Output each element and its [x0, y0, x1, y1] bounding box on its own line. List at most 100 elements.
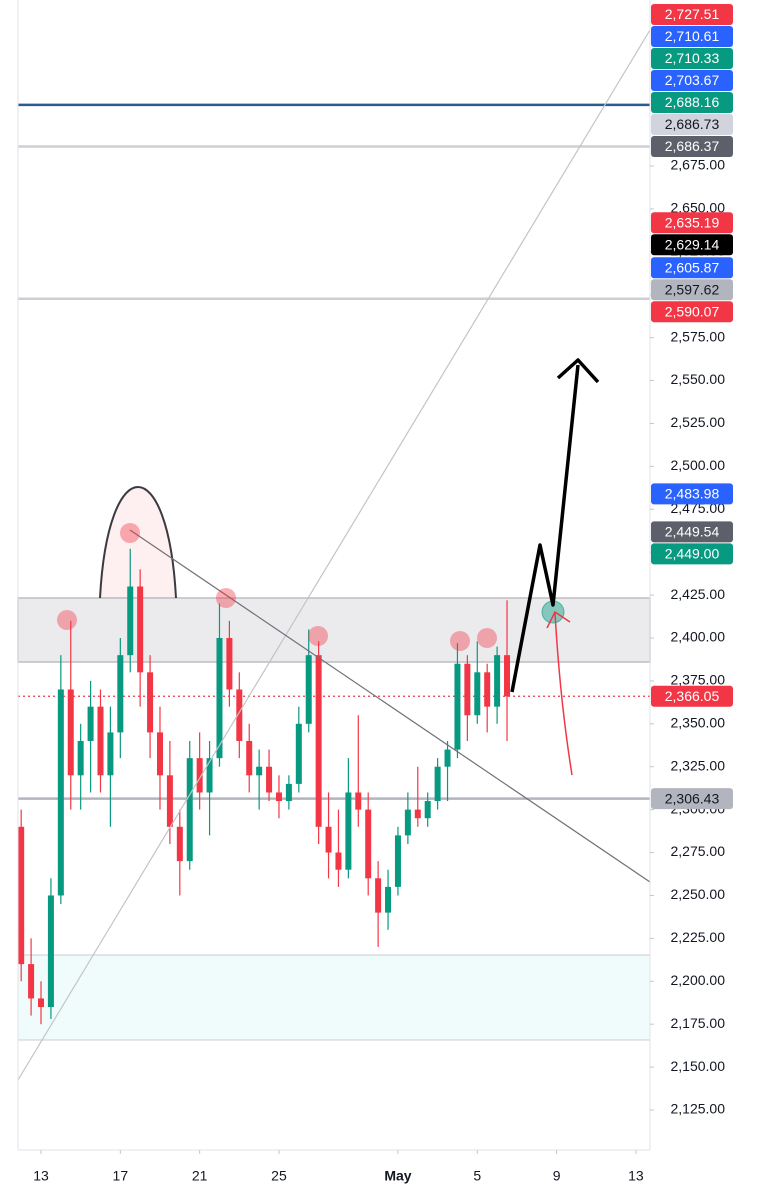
price-tag: [651, 788, 733, 810]
price-tag-label: 2,710.33: [665, 50, 720, 66]
price-tag: [651, 135, 733, 157]
candle-body: [285, 783, 292, 802]
y-tick-label: 2,175.00: [671, 1015, 726, 1031]
peak-marker: [57, 610, 77, 630]
peak-marker: [477, 628, 497, 648]
x-tick-label: 17: [113, 1168, 129, 1184]
y-tick-label: 2,200.00: [671, 972, 726, 988]
drawings-back: [17, 486, 651, 1041]
candle-body: [127, 586, 134, 656]
price-tag: [651, 279, 733, 301]
candle-body: [365, 809, 372, 879]
x-tick-label: 25: [271, 1168, 287, 1184]
price-tag-label: 2,483.98: [665, 486, 720, 502]
candle-body: [375, 878, 382, 913]
y-tick-label: 2,375.00: [671, 672, 726, 688]
candle-body: [67, 689, 74, 776]
y-tick-label: 2,250.00: [671, 886, 726, 902]
candle-body: [256, 766, 263, 776]
peak-marker: [216, 588, 236, 608]
x-tick-label: 13: [33, 1168, 49, 1184]
y-tick-label: 2,425.00: [671, 586, 726, 602]
candle-body: [414, 809, 421, 819]
price-tag-label: 2,686.37: [665, 138, 720, 154]
candle-body: [295, 723, 302, 784]
projection-arrow: [510, 364, 580, 693]
candle-body: [47, 895, 54, 1008]
candle-body: [464, 663, 471, 716]
y-tick-label: 2,125.00: [671, 1101, 726, 1117]
candle-body: [325, 826, 332, 853]
price-tag-label: 2,366.05: [665, 688, 720, 704]
candle-body: [266, 766, 273, 793]
y-tick-label: 2,675.00: [671, 157, 726, 173]
price-tag-label: 2,449.00: [665, 546, 720, 562]
price-tag: [651, 25, 733, 47]
price-tag-label: 2,710.61: [665, 28, 720, 44]
peak-marker: [308, 626, 328, 646]
x-tick-label: May: [384, 1168, 411, 1184]
price-tag: [651, 521, 733, 543]
series: [18, 103, 650, 1025]
candle-body: [246, 740, 253, 776]
candle-body: [38, 998, 45, 1008]
price-tag-label: 2,703.67: [665, 72, 720, 88]
y-tick-label: 2,500.00: [671, 457, 726, 473]
candle-body: [494, 655, 501, 707]
trendline-down: [129, 529, 651, 883]
candle-body: [196, 758, 203, 793]
candle-body: [206, 758, 213, 793]
y-tick-label: 2,575.00: [671, 328, 726, 344]
price-tag: [651, 234, 733, 256]
candle-body: [28, 964, 35, 999]
head-arc: [99, 486, 177, 599]
candle-body: [156, 732, 163, 776]
y-tick-label: 2,275.00: [671, 843, 726, 859]
price-tag: [651, 3, 733, 25]
candle-body: [176, 826, 183, 862]
candle-body: [404, 809, 411, 836]
candle-body: [226, 637, 233, 690]
price-tag: [651, 257, 733, 279]
candle-body: [305, 655, 312, 724]
price-tag-label: 2,686.73: [665, 116, 720, 132]
candle-body: [474, 672, 481, 716]
y-tick-label: 2,550.00: [671, 371, 726, 387]
y-tick-label: 2,325.00: [671, 757, 726, 773]
y-tick-label: 2,350.00: [671, 715, 726, 731]
candle-body: [335, 852, 342, 870]
x-tick-label: 5: [473, 1168, 481, 1184]
drawings-front: [17, 29, 651, 1081]
candle-body: [216, 637, 223, 759]
x-tick-label: 9: [553, 1168, 561, 1184]
price-tag: [651, 69, 733, 91]
price-tag: [651, 212, 733, 234]
candle-body: [236, 689, 243, 741]
candle-body: [87, 706, 94, 741]
price-tag-label: 2,597.62: [665, 281, 720, 297]
y-tick-label: 2,525.00: [671, 414, 726, 430]
candle-body: [18, 826, 25, 965]
y-tick-label: 2,650.00: [671, 200, 726, 216]
candle-body: [444, 749, 451, 767]
candle-body: [186, 758, 193, 862]
peak-marker: [450, 631, 470, 651]
price-tag: [651, 543, 733, 565]
price-tag-label: 2,605.87: [665, 259, 720, 275]
y-tick-label: 2,400.00: [671, 629, 726, 645]
price-tag-label: 2,449.54: [665, 524, 720, 540]
price-tag: [651, 47, 733, 69]
bounce-arrow: [554, 612, 573, 776]
candle-body: [57, 689, 64, 896]
candle-body: [97, 706, 104, 776]
support-zone: [17, 954, 651, 1041]
candle-body: [424, 801, 431, 819]
candle-body: [107, 732, 114, 776]
bounce-arrow-head: [546, 610, 571, 629]
price-tag: [651, 91, 733, 113]
price-tag: [651, 685, 733, 707]
price-tag: [651, 113, 733, 135]
candle-body: [394, 835, 401, 887]
x-tick-label: 21: [192, 1168, 208, 1184]
candle-body: [504, 655, 511, 697]
